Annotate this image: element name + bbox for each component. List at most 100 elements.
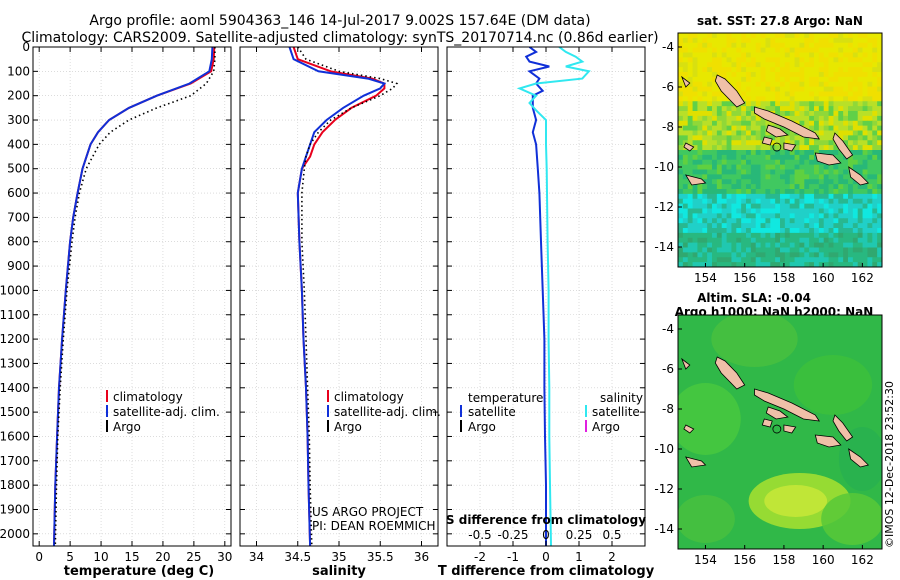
sst-cell [702,33,708,39]
sla-map-panel: Altim. SLA: -0.04 Argo h1000: NaN h2000:… [654,291,883,567]
sst-cell [857,145,863,151]
sst-cell [780,179,786,185]
sst-cell [818,232,825,239]
sst-cell [741,232,747,239]
sst-cell [794,81,800,88]
sst-cell [838,76,844,83]
sst-cell [741,213,747,219]
sst-cell [775,252,781,258]
sst-cell [716,52,723,58]
sst-cell [721,154,727,161]
sst-cell [794,101,800,107]
sst-cell [755,189,761,195]
sst-cell [809,115,815,122]
sst-cell [814,67,820,73]
island [681,357,691,370]
sst-cell [760,169,766,175]
sst-cell [726,164,732,170]
y-tick-label: 1700 [0,454,30,468]
sst-cell [755,76,761,83]
sst-cell [716,115,723,122]
sst-cell [770,223,776,229]
sst-cell [877,252,882,258]
sst-cell [775,193,781,200]
island [783,142,797,152]
sst-cell [877,47,882,53]
sst-cell [857,37,863,44]
sst-cell [770,228,776,234]
sst-cell [857,115,863,122]
sst-cell [736,242,742,248]
sst-cell [716,125,723,131]
sst-cell [765,228,771,234]
sst-cell [678,262,684,267]
sst-cell [697,52,703,58]
sst-cell [687,52,693,58]
sst-cell [814,164,820,170]
sst-cell [867,252,873,258]
sst-cell [814,81,820,88]
sst-cell [872,208,878,214]
sst-cell [770,164,776,170]
sst-cell [746,42,752,49]
sst-cell [843,232,849,239]
sst-cell [692,213,698,219]
sst-cell [775,47,781,53]
sst-cell [687,232,693,239]
sst-cell [804,223,810,229]
sst-cell [687,86,693,92]
sst-cell [780,150,786,156]
sst-cell [809,120,815,127]
sst-cell [765,203,771,209]
sst-cell [877,135,882,141]
sst-cell [741,203,747,209]
sst-cell [750,33,757,39]
sst-cell [833,232,839,239]
sst-cell [784,179,791,185]
sst-cell [843,237,849,244]
sst-cell [833,179,839,185]
sst-cell [712,42,718,49]
sst-cell [867,179,873,185]
sst-cell [784,52,791,58]
sst-cell [765,169,771,175]
sst-cell [780,135,786,141]
x-tick-label: 5 [66,550,74,564]
sst-cell [862,228,868,234]
sst-cell [809,101,815,107]
sst-cell [799,169,805,175]
sst-cell [814,57,820,63]
sst-cell [804,111,810,117]
sst-cell [857,247,863,253]
sst-cell [716,33,723,39]
sst-cell [712,33,718,39]
sst-cell [852,111,859,117]
sst-cell [799,213,805,219]
sst-cell [707,208,713,214]
sst-cell [780,47,786,53]
sst-cell [872,76,878,83]
sst-cell [682,203,689,209]
sst-cell [794,115,800,122]
sst-cell [848,242,854,248]
sst-cell [862,125,868,131]
sst-cell [678,252,684,258]
sst-cell [828,218,834,224]
sst-cell [765,91,771,97]
sst-cell [780,72,786,78]
sst-cell [843,247,849,253]
sst-cell [833,125,839,131]
sst-cell [823,47,829,53]
sst-cell [848,81,854,88]
sst-cell [789,252,795,258]
sst-cell [707,96,713,102]
series-line-salinity-satellite [516,47,591,546]
sst-cell [862,81,868,88]
salinity-legend: climatology satellite-adj. clim. Argo [327,390,441,434]
sst-cell [809,125,815,131]
sst-cell [814,247,820,253]
sst-cell [755,145,761,151]
sst-cell [818,96,825,102]
sst-cell [770,198,776,205]
sst-cell [731,198,737,205]
